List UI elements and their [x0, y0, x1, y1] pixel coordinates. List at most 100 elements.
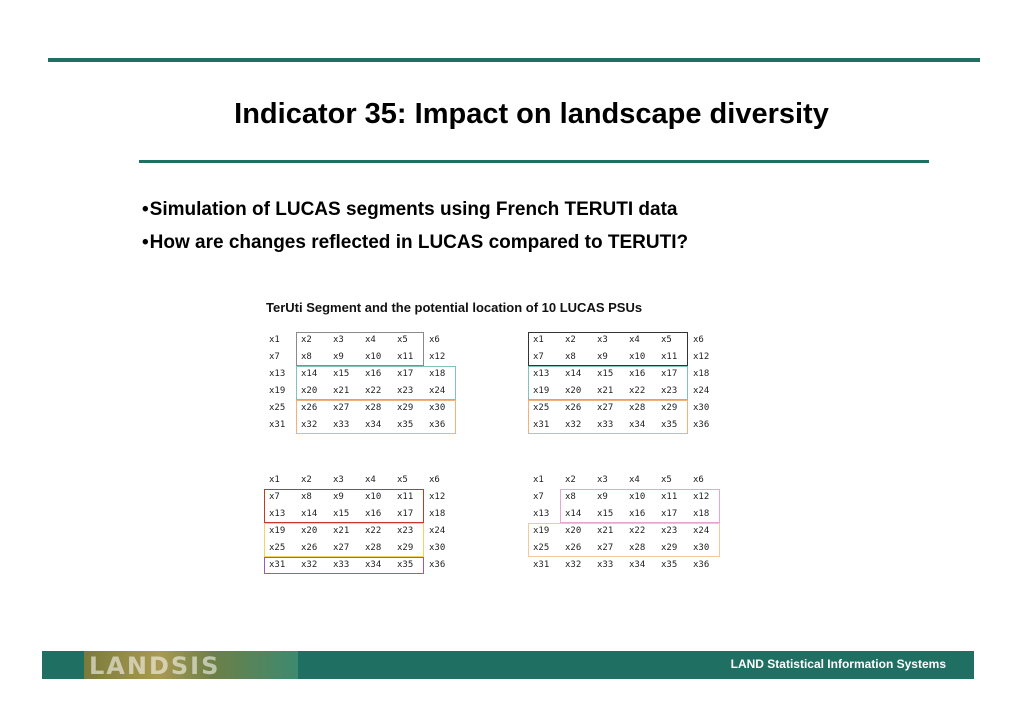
- grid-cell: x28: [365, 543, 382, 553]
- grid-cell: x4: [365, 335, 376, 345]
- grid-cell: x21: [333, 386, 350, 396]
- grid-cell: x4: [365, 475, 376, 485]
- grid-cell: x35: [661, 420, 678, 430]
- grid-cell: x21: [333, 526, 350, 536]
- grid-cell: x21: [597, 386, 614, 396]
- grid-cell: x5: [397, 475, 408, 485]
- grid-cell: x25: [269, 543, 286, 553]
- grid-cell: x10: [365, 492, 382, 502]
- grid-cell: x28: [629, 543, 646, 553]
- grid-cell: x31: [533, 560, 550, 570]
- grid-cell: x30: [429, 403, 446, 413]
- grid-cell: x36: [429, 560, 446, 570]
- grid-cell: x22: [629, 386, 646, 396]
- bullet-list: •Simulation of LUCAS segments using Fren…: [142, 193, 688, 259]
- grid-cell: x29: [661, 543, 678, 553]
- grid-cell: x19: [269, 526, 286, 536]
- grid-cell: x22: [365, 526, 382, 536]
- grid-cell: x9: [597, 352, 608, 362]
- grid-cell: x5: [661, 335, 672, 345]
- grid-cell: x33: [597, 420, 614, 430]
- grid-cell: x9: [597, 492, 608, 502]
- grid-cell: x2: [565, 335, 576, 345]
- psu-outline: [560, 489, 720, 523]
- grid-cell: x14: [565, 509, 582, 519]
- grid-cell: x32: [565, 420, 582, 430]
- slide-title: Indicator 35: Impact on landscape divers…: [234, 98, 829, 130]
- grid-cell: x7: [533, 492, 544, 502]
- grid-cell: x1: [269, 335, 280, 345]
- grid-cell: x18: [429, 509, 446, 519]
- psu-outline: [264, 523, 424, 557]
- grid-cell: x33: [333, 560, 350, 570]
- grid-cell: x3: [333, 335, 344, 345]
- psu-outline: [296, 366, 456, 400]
- grid-cell: x9: [333, 352, 344, 362]
- grid-cell: x36: [429, 420, 446, 430]
- grid-cell: x20: [565, 386, 582, 396]
- grid-cell: x35: [661, 560, 678, 570]
- grid-cell: x11: [397, 352, 414, 362]
- grid-cell: x9: [333, 492, 344, 502]
- grid-cell: x18: [693, 369, 710, 379]
- grid-cell: x36: [693, 560, 710, 570]
- grid-cell: x6: [693, 335, 704, 345]
- bullet-item: •How are changes reflected in LUCAS comp…: [142, 232, 689, 253]
- grid-cell: x13: [533, 509, 550, 519]
- grid-cell: x10: [629, 352, 646, 362]
- grid-cell: x21: [597, 526, 614, 536]
- grid-cell: x23: [661, 386, 678, 396]
- grid-cell: x28: [629, 403, 646, 413]
- grid-cell: x32: [301, 560, 318, 570]
- grid-cell: x16: [365, 369, 382, 379]
- landsis-logo: LANDSIS: [84, 651, 298, 680]
- grid-cell: x18: [429, 369, 446, 379]
- grid-cell: x31: [269, 560, 286, 570]
- grid-cell: x27: [333, 403, 350, 413]
- grid-cell: x36: [693, 420, 710, 430]
- psu-outline: [296, 400, 456, 434]
- grid-cell: x34: [365, 560, 382, 570]
- psu-outline: [528, 400, 688, 434]
- grid-cell: x30: [693, 543, 710, 553]
- grid-cell: x11: [661, 492, 678, 502]
- bullet-item: •Simulation of LUCAS segments using Fren…: [142, 199, 678, 220]
- grid-cell: x35: [397, 560, 414, 570]
- grid-cell: x26: [565, 403, 582, 413]
- grid-cell: x32: [565, 560, 582, 570]
- grid-cell: x18: [693, 509, 710, 519]
- grid-cell: x30: [429, 543, 446, 553]
- grid-cell: x14: [565, 369, 582, 379]
- grid-cell: x27: [597, 543, 614, 553]
- grid-cell: x26: [301, 543, 318, 553]
- grid-cell: x20: [301, 526, 318, 536]
- grid-cell: x13: [269, 509, 286, 519]
- grid-cell: x28: [365, 403, 382, 413]
- grid-cell: x10: [365, 352, 382, 362]
- grid-cell: x15: [333, 509, 350, 519]
- grid-cell: x29: [661, 403, 678, 413]
- grid-top-right: x1 x2 x3 x4 x5 x6 x7 x8 x9 x10 x11 x12 x13 x14 x15 x16 x…: [528, 332, 722, 434]
- grid-cell: x2: [301, 335, 312, 345]
- grid-cell: x15: [597, 369, 614, 379]
- grid-cell: x23: [661, 526, 678, 536]
- grid-top-left: x1 x2 x3 x4 x5 x6 x7 x8 x9 x10 x11 x12 x13 x14 x15 x16 x…: [266, 332, 458, 434]
- grid-cell: x17: [661, 369, 678, 379]
- grid-cell: x2: [301, 475, 312, 485]
- grid-cell: x29: [397, 543, 414, 553]
- grid-cell: x35: [397, 420, 414, 430]
- footer-text: LAND Statistical Information Systems: [730, 657, 946, 671]
- grid-cell: x30: [693, 403, 710, 413]
- grid-cell: x23: [397, 526, 414, 536]
- grid-cell: x3: [597, 475, 608, 485]
- grid-cell: x34: [629, 420, 646, 430]
- grid-cell: x12: [429, 352, 446, 362]
- grid-cell: x19: [533, 526, 550, 536]
- figure-title: TerUti Segment and the potential locatio…: [266, 300, 643, 315]
- grid-cell: x5: [661, 475, 672, 485]
- grid-cell: x19: [533, 386, 550, 396]
- lucas-psu-figure: TerUti Segment and the potential locatio…: [262, 298, 732, 583]
- grid-cell: x16: [629, 509, 646, 519]
- grid-cell: x26: [301, 403, 318, 413]
- psu-outline: [264, 489, 424, 523]
